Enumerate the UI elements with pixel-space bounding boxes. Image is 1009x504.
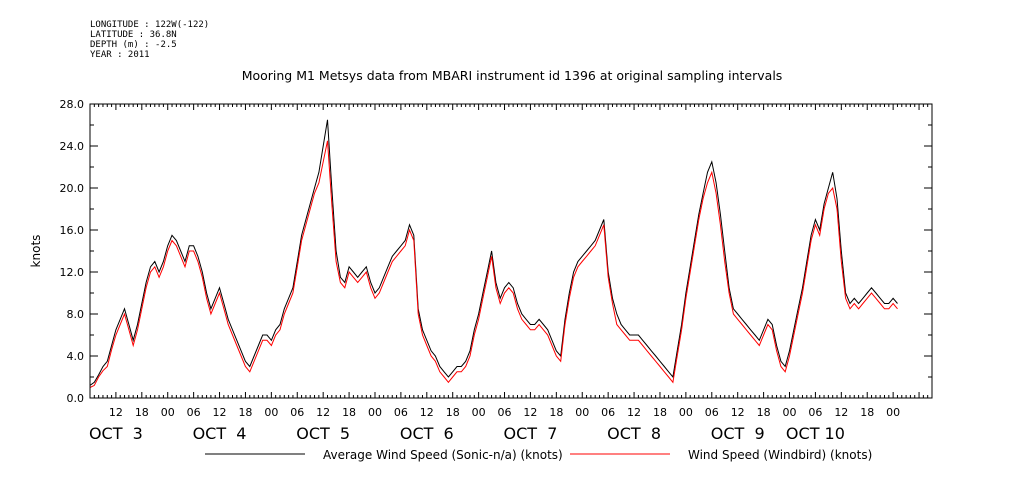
legend: Average Wind Speed (Sonic-n/a) (knots) W… xyxy=(205,448,872,462)
x-day-label: OCT 10 xyxy=(786,424,845,443)
y-tick-label: 24.0 xyxy=(60,140,85,153)
x-hour-label: 06 xyxy=(187,406,201,419)
x-hour-label: 18 xyxy=(653,406,667,419)
x-hour-label: 12 xyxy=(213,406,227,419)
chart-title: Mooring M1 Metsys data from MBARI instru… xyxy=(242,68,783,83)
y-tick-label: 4.0 xyxy=(67,350,85,363)
x-hour-label: 18 xyxy=(135,406,149,419)
x-hour-label: 12 xyxy=(523,406,537,419)
depth-text: DEPTH (m) : -2.5 xyxy=(90,40,177,50)
x-hour-label: 18 xyxy=(342,406,356,419)
x-hour-label: 18 xyxy=(549,406,563,419)
x-hour-label: 00 xyxy=(783,406,797,419)
x-day-label: OCT 8 xyxy=(607,424,661,443)
x-hour-label: 06 xyxy=(705,406,719,419)
y-tick-label: 8.0 xyxy=(67,308,85,321)
x-hour-label: 06 xyxy=(808,406,822,419)
series-layer xyxy=(89,119,898,388)
x-hour-label: 00 xyxy=(886,406,900,419)
x-day-label: OCT 7 xyxy=(503,424,557,443)
x-hour-label: 00 xyxy=(264,406,278,419)
y-tick-label: 28.0 xyxy=(60,98,85,111)
y-tick-label: 12.0 xyxy=(60,266,85,279)
x-hour-label: 06 xyxy=(601,406,615,419)
y-axis-label: knots xyxy=(29,235,43,268)
x-hour-label: 12 xyxy=(834,406,848,419)
x-hour-label: 18 xyxy=(757,406,771,419)
x-hour-label: 12 xyxy=(731,406,745,419)
x-hour-label: 18 xyxy=(860,406,874,419)
series-windbird-wind-speed xyxy=(89,140,898,388)
x-hour-label: 06 xyxy=(290,406,304,419)
y-tick-label: 16.0 xyxy=(60,224,85,237)
x-hour-label: 00 xyxy=(161,406,175,419)
x-day-label: OCT 4 xyxy=(193,424,247,443)
year-text: YEAR : 2011 xyxy=(90,50,150,60)
x-hour-label: 00 xyxy=(472,406,486,419)
x-hour-label: 12 xyxy=(420,406,434,419)
x-hour-label: 06 xyxy=(498,406,512,419)
x-day-label: OCT 3 xyxy=(89,424,143,443)
legend-label-windbird: Wind Speed (Windbird) (knots) xyxy=(688,448,872,462)
x-hour-label: 18 xyxy=(238,406,252,419)
x-hour-label: 12 xyxy=(109,406,123,419)
legend-label-average-wind-speed: Average Wind Speed (Sonic-n/a) (knots) xyxy=(323,448,563,462)
y-tick-label: 0.0 xyxy=(67,392,85,405)
longitude-text: LONGITUDE : 122W(-122) xyxy=(90,20,210,30)
x-hour-label: 06 xyxy=(394,406,408,419)
x-axis: 12 18 00 06 12 18 00 06 12 18 00 06 12 18 00 06 12 18 00 06… xyxy=(89,104,929,443)
x-hour-label: 00 xyxy=(679,406,693,419)
series-average-wind-speed xyxy=(89,119,898,386)
x-day-label: OCT 9 xyxy=(711,424,765,443)
x-day-label: OCT 6 xyxy=(400,424,454,443)
y-tick-label: 20.0 xyxy=(60,182,85,195)
x-hour-label: 12 xyxy=(627,406,641,419)
x-hour-label: 00 xyxy=(368,406,382,419)
latitude-text: LATITUDE : 36.8N xyxy=(90,30,177,40)
y-axis: 0.0 4.0 8.0 12.0 16.0 20.0 24.0 28.0 xyxy=(60,98,932,405)
x-hour-label: 18 xyxy=(446,406,460,419)
plot-frame xyxy=(89,103,933,399)
x-hour-label: 12 xyxy=(316,406,330,419)
x-day-label: OCT 5 xyxy=(296,424,350,443)
station-metadata: LONGITUDE : 122W(-122) LATITUDE : 36.8N … xyxy=(90,20,209,60)
x-hour-label: 00 xyxy=(575,406,589,419)
